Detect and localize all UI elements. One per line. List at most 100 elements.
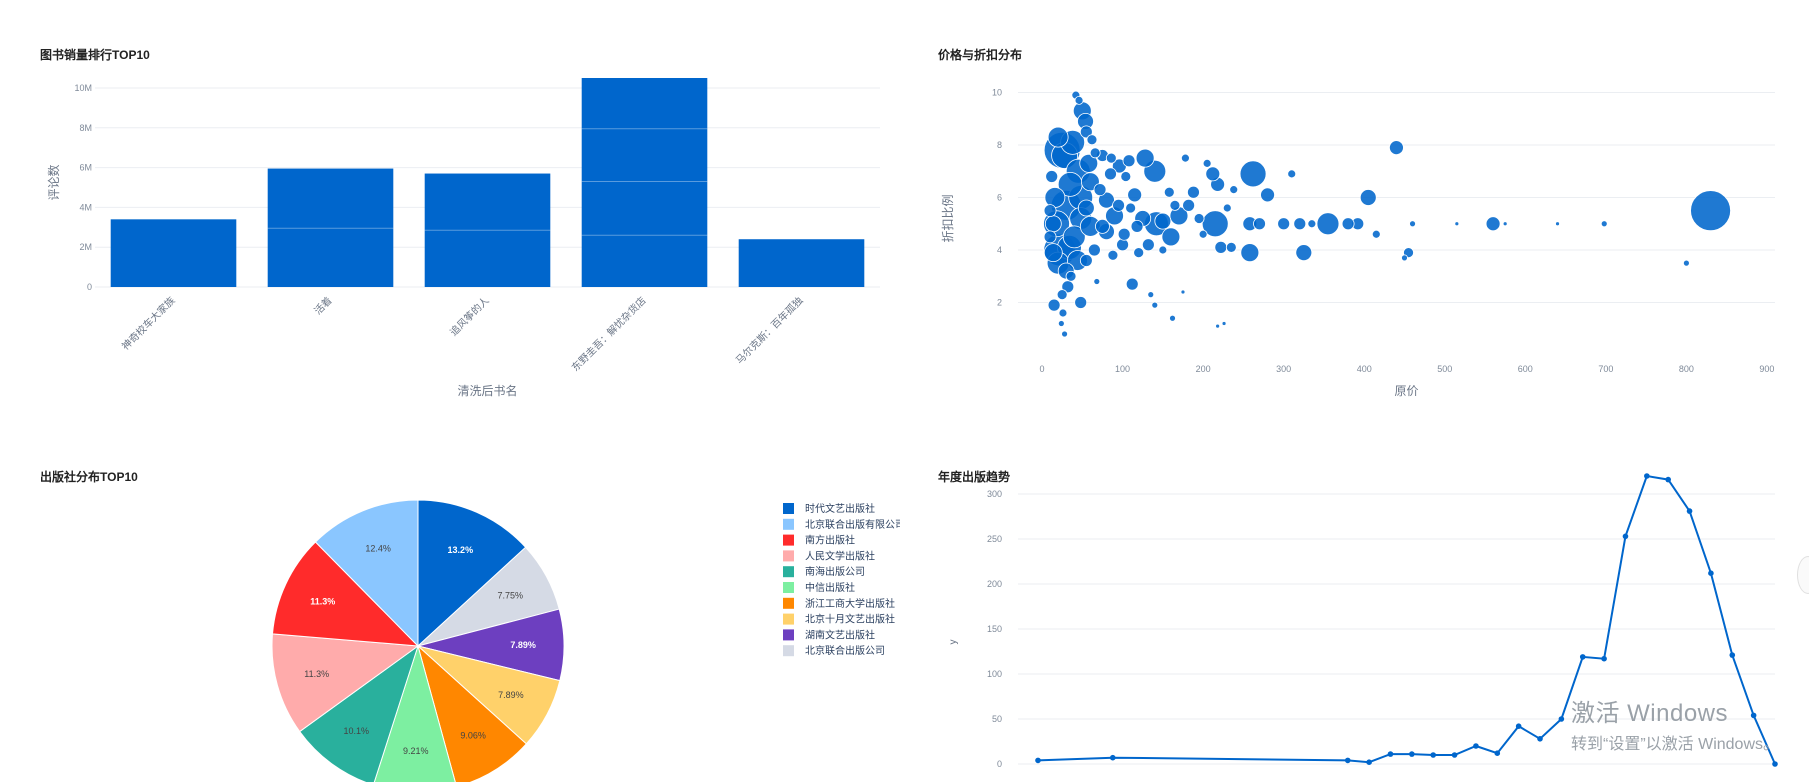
line-point [1558, 716, 1565, 722]
pie-legend-label: 时代文艺出版社 [805, 502, 875, 515]
watermark-line-1: 激活 Windows [1570, 700, 1729, 727]
scatter-point [1307, 219, 1317, 229]
scatter-point [1198, 229, 1208, 239]
pie-slice [298, 644, 419, 782]
pie-legend-swatch [783, 582, 794, 593]
bar-y-axis-title: 评论数 [46, 164, 61, 200]
pie-value-label: 12.4% [365, 544, 391, 554]
pie-legend-label: 中信出版社 [805, 581, 855, 594]
line-point [1344, 757, 1351, 764]
scatter-point [1485, 216, 1501, 232]
pie-legend-swatch [783, 613, 794, 625]
bar-category-label: 东野圭吾：解忧杂货店 [569, 294, 649, 374]
scatter-point [1086, 134, 1098, 146]
scatter-point [1104, 167, 1117, 181]
line-point [1708, 570, 1714, 576]
scatter-point [1095, 218, 1110, 234]
bar-category-label: 活着 [311, 294, 334, 317]
pie-legend-label: 北京联合出版有限公司 [805, 518, 900, 531]
scatter-xtick-label: 300 [1276, 364, 1291, 374]
scatter-point [1122, 154, 1136, 168]
pie-slice [417, 499, 527, 648]
line-chart-panel: 年度出版趋势 0 50 100 150 200 250 300 y [900, 420, 1809, 782]
scatter-point [1359, 189, 1377, 206]
bar [581, 78, 708, 287]
line-ytick-label: 50 [992, 714, 1002, 724]
scatter-point [1215, 323, 1221, 329]
line-point [1750, 712, 1757, 719]
bar-ytick-label: 4M [79, 202, 92, 212]
line-ytick-label: 100 [987, 669, 1002, 679]
scatter-point [1141, 238, 1155, 252]
scatter-point [1225, 241, 1237, 253]
watermark-line-2: 转到“设置”以激活 Windows。 [1570, 736, 1779, 753]
bar-ytick-label: 10M [74, 83, 92, 93]
scatter-point [1057, 320, 1065, 327]
bar [110, 219, 237, 287]
scatter-point [1043, 243, 1063, 263]
pie-legend-swatch [783, 645, 794, 657]
scatter-point [1161, 227, 1181, 247]
scatter-x-axis-title: 原价 [1394, 384, 1418, 398]
line-point [1473, 743, 1479, 749]
bar-category-label: 马尔克斯：百年孤独 [733, 294, 806, 367]
scatter-point [1201, 210, 1229, 238]
scatter-point [1180, 289, 1186, 295]
pie-legend-swatch [783, 503, 794, 514]
scatter-point [1127, 187, 1143, 203]
pie-value-label: 9.06% [460, 731, 486, 741]
bar [424, 173, 551, 287]
scatter-point [1120, 171, 1132, 182]
bar-category-label: 追风筝的人 [447, 294, 492, 339]
scatter-point [1045, 170, 1059, 183]
line-point [1686, 508, 1693, 514]
scatter-chart-title: 价格与折扣分布 [938, 48, 1023, 62]
line-ytick-label: 150 [987, 624, 1002, 634]
line-chart-title: 年度出版趋势 [938, 470, 1011, 484]
scatter-point [1221, 321, 1227, 326]
scatter-point [1077, 199, 1095, 217]
scatter-point [1240, 243, 1260, 263]
line-point [1601, 655, 1607, 662]
scatter-point [1295, 244, 1313, 262]
pie-slice [314, 499, 419, 648]
scatter-point [1147, 291, 1155, 299]
line-ytick-label: 250 [987, 534, 1002, 544]
pie-slice [271, 541, 420, 647]
scatter-point [1089, 147, 1101, 159]
scatter-ytick-label: 6 [997, 193, 1002, 203]
scatter-point [1277, 217, 1291, 231]
scatter-point [1116, 238, 1129, 252]
bar-chart: 0 2M 4M 6M 8M 10M 神奇校车大家族 活着 追风筝的人 东野圭吾：解忧杂货店 马尔克斯… [46, 78, 880, 398]
pie-value-label: 7.89% [498, 690, 524, 700]
pie-value-label: 11.3% [304, 669, 329, 679]
scatter-point [1401, 254, 1408, 262]
scatter-point [1180, 153, 1190, 163]
line-point [1772, 761, 1778, 767]
scatter-xtick-label: 500 [1437, 364, 1452, 374]
scatter-point [1151, 301, 1159, 309]
scatter-point [1409, 220, 1416, 228]
windows-activation-watermark: 激活 Windows 转到“设置”以激活 Windows。 [1571, 693, 1779, 754]
pie-slice [373, 644, 456, 782]
scatter-point [1169, 314, 1176, 322]
scatter-point [1229, 185, 1239, 195]
bar-category-label: 神奇校车大家族 [119, 294, 178, 353]
scatter-ytick-label: 4 [997, 245, 1002, 255]
pie-chart-panel: 出版社分布TOP10 13.2% 7.75% 7.89% 7.89% 9.06% 9.21… [0, 420, 900, 782]
pie-legend-label: 北京联合出版公司 [805, 644, 885, 657]
scatter-point [1125, 202, 1137, 214]
pie-legend-label: 浙江工商大学出版社 [805, 597, 895, 610]
line-point [1409, 751, 1415, 757]
scatter-point [1205, 166, 1221, 182]
scatter-point [1047, 298, 1061, 312]
pie-value-label: 10.1% [343, 726, 369, 736]
bar [267, 168, 394, 287]
scatter-point [1193, 213, 1205, 224]
bar-chart-panel: 图书销量排行TOP10 0 2M 4M 6M 8M 10M 神奇校车大家族 活着 追风筝的人 东野… [0, 0, 900, 420]
scatter-point [1056, 289, 1068, 301]
line-point [1537, 736, 1543, 742]
scatter-point [1389, 140, 1404, 156]
line-chart: 0 50 100 150 200 250 300 y [948, 473, 1778, 769]
line-point [1430, 752, 1437, 758]
